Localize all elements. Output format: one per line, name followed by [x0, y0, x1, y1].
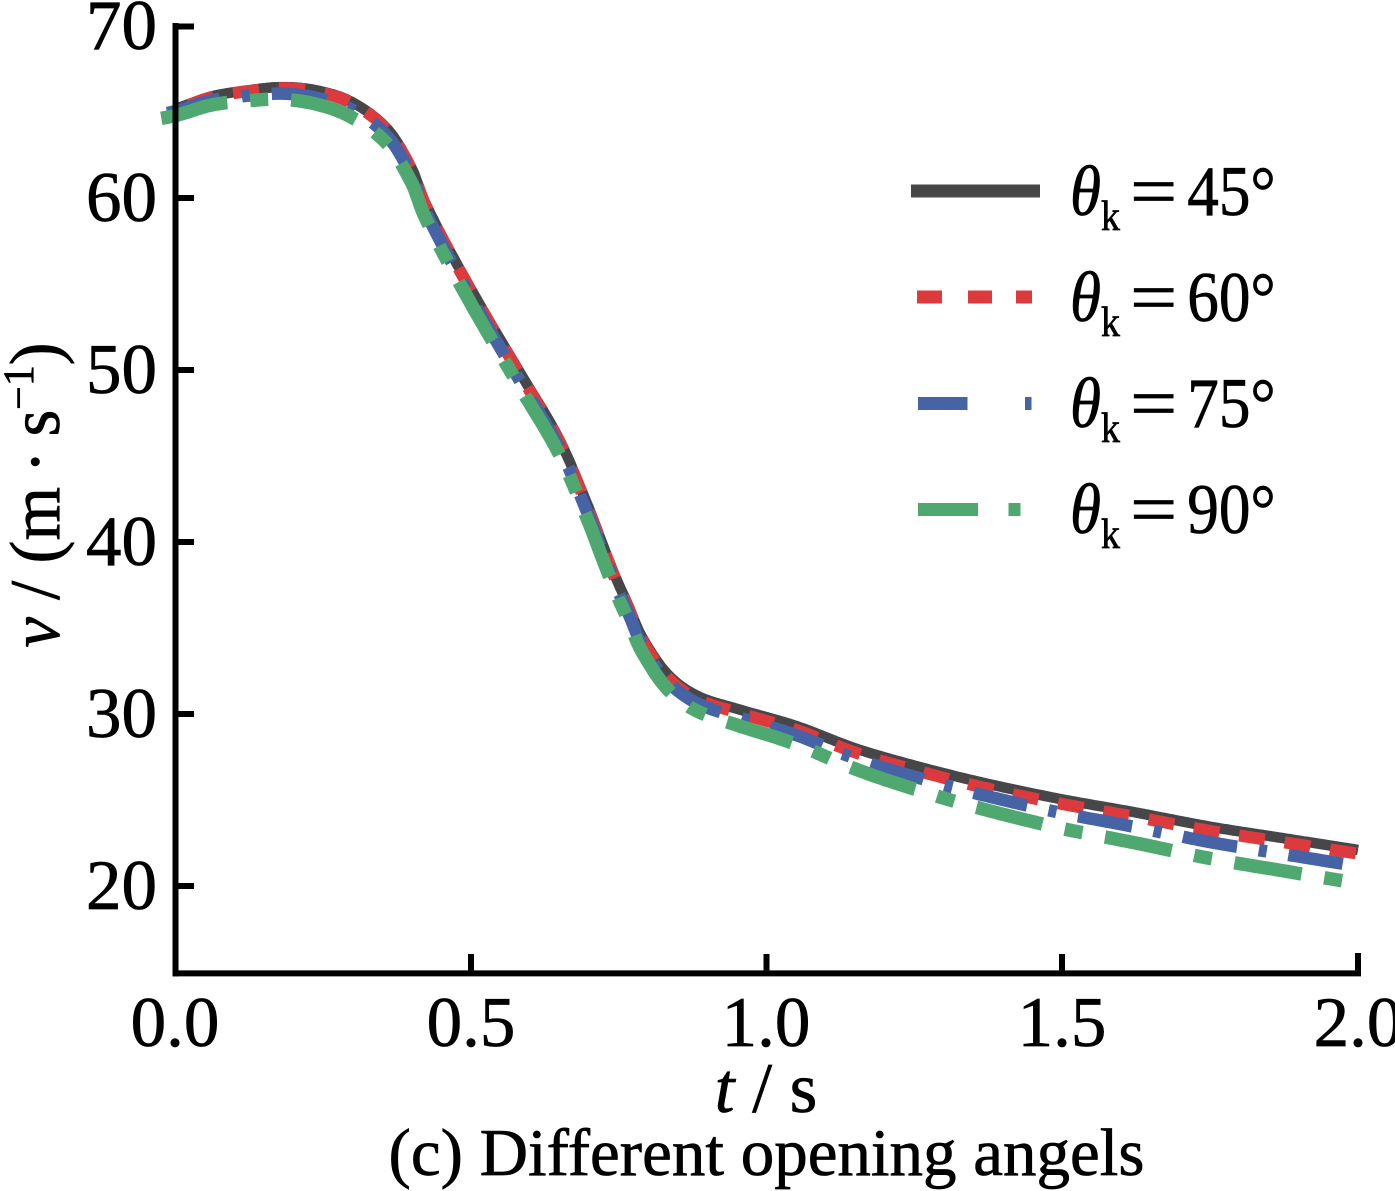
svg-text:v / (m · s−1): v / (m · s−1)	[0, 342, 75, 647]
